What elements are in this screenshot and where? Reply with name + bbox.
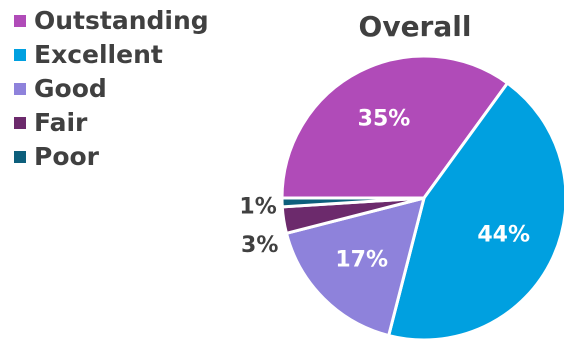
legend-label: Outstanding — [34, 6, 209, 35]
legend-item-excellent: Excellent — [14, 37, 209, 72]
legend-swatch — [14, 116, 26, 129]
legend-swatch — [14, 48, 26, 61]
legend-swatch — [14, 150, 26, 163]
legend-item-good: Good — [14, 71, 209, 106]
legend: Outstanding Excellent Good Fair Poor — [14, 4, 209, 174]
slice-label-fair: 3% — [241, 233, 278, 258]
legend-item-poor: Poor — [14, 139, 209, 174]
chart-title: Overall — [358, 10, 472, 43]
slice-label-outstanding: 35% — [358, 107, 411, 132]
pie-slice-good — [284, 196, 426, 338]
legend-swatch — [14, 14, 26, 27]
legend-item-fair: Fair — [14, 105, 209, 140]
legend-label: Poor — [34, 142, 100, 171]
pie-slice-outstanding — [280, 54, 509, 200]
legend-item-outstanding: Outstanding — [14, 3, 209, 38]
slice-label-excellent: 44% — [477, 223, 530, 248]
legend-label: Good — [34, 74, 107, 103]
slice-label-poor: 1% — [239, 195, 276, 220]
legend-swatch — [14, 82, 26, 95]
pie-slice-excellent — [387, 81, 564, 342]
legend-label: Excellent — [34, 40, 163, 69]
legend-label: Fair — [34, 108, 88, 137]
pie-slice-poor — [280, 196, 426, 209]
slice-label-good: 17% — [335, 247, 388, 272]
